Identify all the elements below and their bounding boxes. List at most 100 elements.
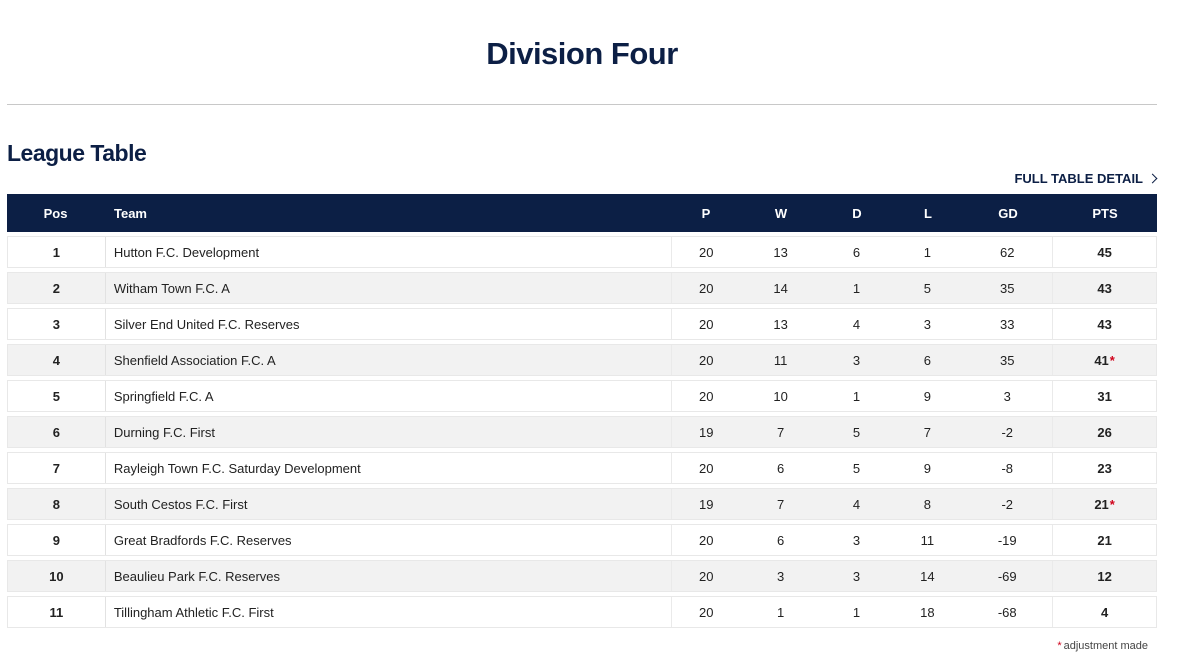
cell-won: 13 xyxy=(741,245,821,260)
cell-lost: 5 xyxy=(892,281,962,296)
cell-points-value: 21 xyxy=(1097,532,1112,548)
cell-points-value: 43 xyxy=(1097,316,1112,332)
cell-drawn-value: 4 xyxy=(852,496,861,512)
table-row: 9 Great Bradfords F.C. Reserves 20 6 3 11 -19 2… xyxy=(7,524,1157,556)
cell-played: 20 xyxy=(670,597,741,627)
cell-drawn: 3 xyxy=(821,569,893,584)
cell-points: 43 xyxy=(1052,273,1156,303)
cell-drawn: 1 xyxy=(821,389,893,404)
cell-won: 7 xyxy=(741,497,821,512)
cell-team[interactable]: South Cestos F.C. First xyxy=(104,489,671,519)
cell-team-value: Witham Town F.C. A xyxy=(113,280,230,296)
table-row: 8 South Cestos F.C. First 19 7 4 8 -2 21 * xyxy=(7,488,1157,520)
table-row: 10 Beaulieu Park F.C. Reserves 20 3 3 14 -69 12 xyxy=(7,560,1157,592)
cell-team[interactable]: Shenfield Association F.C. A xyxy=(104,345,671,375)
table-header-row: Pos Team P W D L GD PTS xyxy=(7,194,1157,232)
cell-team[interactable]: Durning F.C. First xyxy=(104,417,671,447)
cell-points-value: 31 xyxy=(1097,388,1112,404)
header-team: Team xyxy=(114,205,147,221)
cell-drawn-value: 1 xyxy=(852,388,861,404)
cell-team-value: South Cestos F.C. First xyxy=(113,496,248,512)
full-table-detail-label: FULL TABLE DETAIL xyxy=(1014,171,1143,186)
cell-goal-difference-value: -68 xyxy=(997,604,1017,620)
cell-played-value: 20 xyxy=(699,280,714,296)
cell-goal-difference-value: -2 xyxy=(1001,496,1014,512)
adjustment-footnote: * adjustment made xyxy=(1056,640,1148,652)
cell-team[interactable]: Tillingham Athletic F.C. First xyxy=(104,597,671,627)
table-row: 5 Springfield F.C. A 20 10 1 9 3 31 xyxy=(7,380,1157,412)
cell-drawn-value: 4 xyxy=(852,316,861,332)
table-body: 1 Hutton F.C. Development 20 13 6 1 62 45 2 Witha… xyxy=(7,236,1157,628)
cell-pos-value: 7 xyxy=(52,460,61,476)
cell-lost: 1 xyxy=(892,245,962,260)
cell-pos-value: 1 xyxy=(52,244,61,260)
cell-lost-value: 9 xyxy=(923,460,931,476)
cell-won: 1 xyxy=(741,605,821,620)
league-table: Pos Team P W D L GD PTS 1 Hutton F.C. Dev… xyxy=(7,194,1157,628)
cell-lost: 8 xyxy=(892,497,962,512)
table-row: 7 Rayleigh Town F.C. Saturday Development… xyxy=(7,452,1157,484)
cell-goal-difference-value: 35 xyxy=(1000,352,1015,368)
cell-lost: 9 xyxy=(892,389,962,404)
cell-points: 26 xyxy=(1052,417,1156,447)
cell-won: 13 xyxy=(741,317,821,332)
cell-drawn-value: 1 xyxy=(852,604,861,620)
adjustment-marker: * xyxy=(1109,352,1115,368)
cell-points: 43 xyxy=(1052,309,1156,339)
cell-team[interactable]: Great Bradfords F.C. Reserves xyxy=(104,525,671,555)
cell-pos-value: 6 xyxy=(52,424,61,440)
cell-lost-value: 5 xyxy=(923,280,931,296)
full-table-detail-link[interactable]: FULL TABLE DETAIL xyxy=(1014,171,1158,186)
cell-goal-difference-value: -8 xyxy=(1001,460,1014,476)
cell-team[interactable]: Hutton F.C. Development xyxy=(104,237,671,267)
cell-team[interactable]: Silver End United F.C. Reserves xyxy=(104,309,671,339)
cell-points-value: 26 xyxy=(1097,424,1112,440)
cell-played-value: 20 xyxy=(699,388,714,404)
cell-points-value: 23 xyxy=(1097,460,1112,476)
cell-played-value: 19 xyxy=(699,424,714,440)
cell-won: 3 xyxy=(741,569,821,584)
cell-pos: 4 xyxy=(8,353,105,368)
cell-team[interactable]: Rayleigh Town F.C. Saturday Development xyxy=(104,453,671,483)
cell-lost-value: 14 xyxy=(920,568,935,584)
cell-won-value: 1 xyxy=(777,604,785,620)
cell-drawn-value: 1 xyxy=(852,280,861,296)
cell-pos-value: 11 xyxy=(49,604,64,620)
cell-lost-value: 11 xyxy=(920,532,935,548)
cell-played: 20 xyxy=(670,309,741,339)
cell-drawn: 4 xyxy=(821,497,893,512)
cell-points-value: 4 xyxy=(1100,604,1109,620)
cell-lost: 6 xyxy=(892,353,962,368)
cell-team-value: Silver End United F.C. Reserves xyxy=(113,316,300,332)
cell-team[interactable]: Springfield F.C. A xyxy=(104,381,671,411)
cell-team-value: Hutton F.C. Development xyxy=(113,244,260,260)
cell-goal-difference: -19 xyxy=(962,533,1052,548)
cell-pos-value: 2 xyxy=(52,280,61,296)
division-title: Division Four xyxy=(486,36,678,71)
cell-points: 21 xyxy=(1052,525,1156,555)
cell-points-value: 21 xyxy=(1094,496,1109,512)
cell-lost-value: 9 xyxy=(923,388,931,404)
cell-team-value: Great Bradfords F.C. Reserves xyxy=(113,532,292,548)
cell-played: 19 xyxy=(670,489,741,519)
cell-points-value: 45 xyxy=(1097,244,1112,260)
header-goal-difference: GD xyxy=(998,205,1018,221)
cell-goal-difference: 33 xyxy=(962,317,1052,332)
cell-lost-value: 18 xyxy=(920,604,935,620)
cell-points: 21 * xyxy=(1052,489,1156,519)
cell-won-value: 6 xyxy=(777,532,785,548)
cell-lost-value: 1 xyxy=(923,244,931,260)
cell-played: 20 xyxy=(670,381,741,411)
cell-won-value: 6 xyxy=(777,460,785,476)
cell-won: 10 xyxy=(741,389,821,404)
cell-points: 12 xyxy=(1052,561,1156,591)
cell-team[interactable]: Beaulieu Park F.C. Reserves xyxy=(104,561,671,591)
cell-played: 20 xyxy=(670,453,741,483)
cell-drawn: 5 xyxy=(821,461,893,476)
cell-pos-value: 4 xyxy=(52,352,61,368)
cell-lost-value: 6 xyxy=(923,352,931,368)
cell-team[interactable]: Witham Town F.C. A xyxy=(104,273,671,303)
cell-played: 20 xyxy=(670,345,741,375)
cell-team-value: Beaulieu Park F.C. Reserves xyxy=(113,568,281,584)
cell-team-value: Rayleigh Town F.C. Saturday Development xyxy=(113,460,361,476)
